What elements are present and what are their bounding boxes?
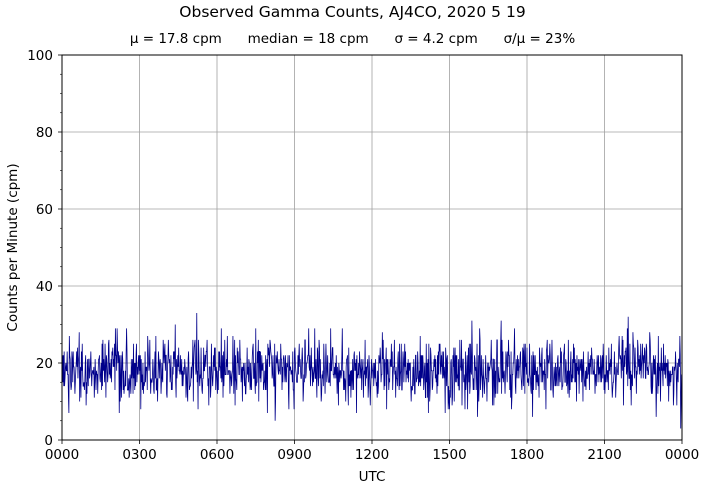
x-tick-label: 2100 — [587, 447, 621, 463]
y-tick-label: 40 — [36, 279, 53, 295]
x-axis-label: UTC — [359, 469, 386, 485]
y-tick-label: 20 — [36, 356, 53, 372]
x-tick-label: 0000 — [45, 447, 79, 463]
x-tick-label: 0000 — [665, 447, 699, 463]
subtitle-mean: μ = 17.8 cpm — [129, 31, 222, 47]
x-tick-label: 1500 — [432, 447, 466, 463]
series-layer — [61, 312, 682, 429]
x-tick-label: 0900 — [277, 447, 311, 463]
x-tick-label: 1800 — [510, 447, 544, 463]
ticks: 0000 0300 0600 0900 1200 1500 1800 2100 00000204… — [27, 48, 699, 463]
y-axis-label: Counts per Minute (cpm) — [5, 163, 21, 331]
chart-subtitle: μ = 17.8 cpm median = 18 cpm σ = 4.2 cpm… — [0, 31, 705, 47]
y-tick-label: 80 — [36, 125, 53, 141]
x-tick-label: 1200 — [355, 447, 389, 463]
series-line — [61, 312, 682, 429]
subtitle-ratio: σ/μ = 23% — [503, 31, 576, 47]
subtitle-sigma: σ = 4.2 cpm — [394, 31, 478, 47]
y-tick-label: 100 — [27, 48, 53, 64]
chart-title: Observed Gamma Counts, AJ4CO, 2020 5 19 — [179, 3, 526, 21]
subtitle-median: median = 18 cpm — [247, 31, 369, 47]
x-tick-label: 0600 — [200, 447, 234, 463]
y-tick-label: 60 — [36, 202, 53, 218]
x-tick-label: 0300 — [122, 447, 156, 463]
y-tick-label: 0 — [44, 433, 53, 449]
